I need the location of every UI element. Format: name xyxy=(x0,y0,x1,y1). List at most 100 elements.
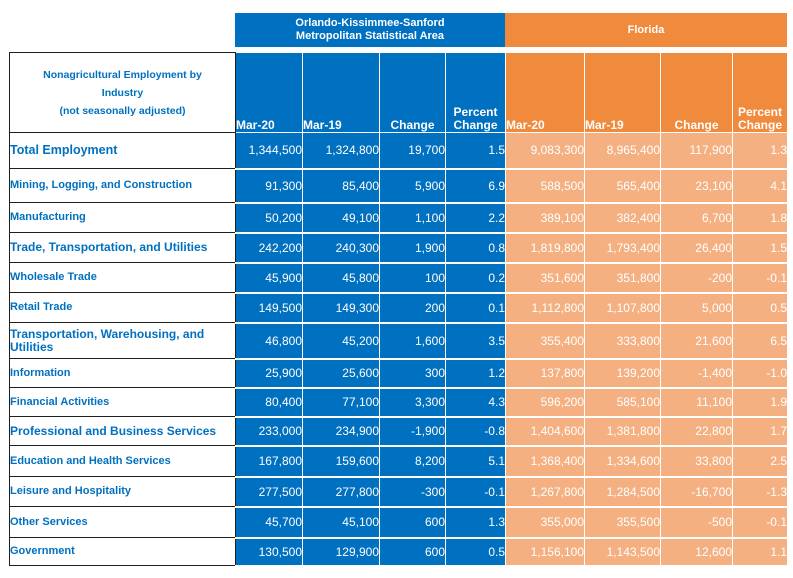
florida-mar20-value: 588,500 xyxy=(505,168,585,204)
orlando-mar20-value: 149,500 xyxy=(235,292,303,324)
florida-mar19-value: 382,400 xyxy=(584,202,661,234)
florida-header-label: Florida xyxy=(627,23,665,36)
florida-mar20-value: 9,083,300 xyxy=(505,132,585,170)
orlando-percent-value: 5.1 xyxy=(445,445,506,478)
orlando-percent-value: 0.8 xyxy=(445,232,506,264)
orlando-mar20-value: 1,344,500 xyxy=(235,132,303,170)
florida-mar19-value: 1,143,500 xyxy=(584,537,661,567)
orlando-mar20-value: 277,500 xyxy=(235,476,303,508)
florida-mar19-value: 565,400 xyxy=(584,168,661,204)
orlando-change-value: -1,900 xyxy=(379,416,446,447)
orlando-mar19-value: 49,100 xyxy=(302,202,380,234)
florida-change-value: -200 xyxy=(660,262,733,294)
orlando-mar20-value: 25,900 xyxy=(235,358,303,389)
florida-mar19-value: 1,381,800 xyxy=(584,416,661,447)
florida-percent-line1: Percent xyxy=(737,105,783,119)
orlando-percent-value: 1.5 xyxy=(445,132,506,170)
row-label: Education and Health Services xyxy=(9,445,236,477)
florida-change-value: 117,900 xyxy=(660,132,733,170)
row-label: Financial Activities xyxy=(9,387,236,417)
orlando-percent-value: 0.5 xyxy=(445,537,506,567)
industry-header-line2: Industry xyxy=(101,86,144,99)
row-label: Government xyxy=(9,537,236,566)
florida-mar19-value: 585,100 xyxy=(584,387,661,418)
orlando-msa-header: Orlando-Kissimmee-Sanford Metropolitan S… xyxy=(235,13,505,47)
table-row: Mining, Logging, and Construction 91,300… xyxy=(9,168,788,204)
orlando-mar19-value: 240,300 xyxy=(302,232,380,264)
orlando-percent-line2: Change xyxy=(453,118,498,132)
florida-mar20-value: 355,000 xyxy=(505,506,585,539)
orlando-mar19-value: 149,300 xyxy=(302,292,380,324)
orlando-percent-value: 4.3 xyxy=(445,387,506,418)
florida-mar20-value: 351,600 xyxy=(505,262,585,294)
orlando-change-value: 5,900 xyxy=(379,168,446,204)
orlando-percent-value: 6.9 xyxy=(445,168,506,204)
orlando-change-value: 8,200 xyxy=(379,445,446,478)
florida-mar19-value: 351,800 xyxy=(584,262,661,294)
florida-percent-value: 4.1 xyxy=(732,168,788,204)
orlando-mar19-value: 129,900 xyxy=(302,537,380,567)
industry-header-line1: Nonagricultural Employment by xyxy=(43,68,202,81)
row-label: Information xyxy=(9,358,236,388)
row-label: Retail Trade xyxy=(9,292,236,323)
orlando-change-value: 200 xyxy=(379,292,446,324)
table-row: Information 25,900 25,600 300 1.2 137,80… xyxy=(9,358,788,389)
orlando-mar19-value: 85,400 xyxy=(302,168,380,204)
florida-header: Florida xyxy=(505,13,787,47)
florida-change-value: -500 xyxy=(660,506,733,539)
florida-mar20-value: 1,112,800 xyxy=(505,292,585,324)
orlando-msa-header-line1: Orlando-Kissimmee-Sanford xyxy=(295,17,445,29)
orlando-percent-value: 1.3 xyxy=(445,506,506,539)
orlando-change-value: -300 xyxy=(379,476,446,508)
florida-percent-value: 1.7 xyxy=(732,416,788,447)
florida-mar20-value: 1,819,800 xyxy=(505,232,585,264)
table-row: Trade, Transportation, and Utilities 242… xyxy=(9,232,788,264)
florida-mar19-value: 1,793,400 xyxy=(584,232,661,264)
orlando-mar19-value: 1,324,800 xyxy=(302,132,380,170)
florida-percent-value: -1.0 xyxy=(732,358,788,389)
row-label: Other Services xyxy=(9,506,236,538)
orlando-percent-value: 0.1 xyxy=(445,292,506,324)
florida-change-value: 21,600 xyxy=(660,322,733,360)
orlando-mar20-value: 45,900 xyxy=(235,262,303,294)
florida-change-value: 23,100 xyxy=(660,168,733,204)
table-row: Professional and Business Services 233,0… xyxy=(9,416,788,447)
orlando-mar20-value: 46,800 xyxy=(235,322,303,360)
orlando-percent-value: 1.2 xyxy=(445,358,506,389)
orlando-mar20-value: 233,000 xyxy=(235,416,303,447)
florida-percent-value: -0.1 xyxy=(732,262,788,294)
florida-change-header: Change xyxy=(660,52,733,133)
florida-mar19-value: 1,107,800 xyxy=(584,292,661,324)
orlando-mar19-value: 45,100 xyxy=(302,506,380,539)
florida-mar20-value: 1,156,100 xyxy=(505,537,585,567)
industry-header-line3: (not seasonally adjusted) xyxy=(59,104,186,117)
table-row: Financial Activities 80,400 77,100 3,300… xyxy=(9,387,788,418)
orlando-mar19-value: 159,600 xyxy=(302,445,380,478)
orlando-change-value: 600 xyxy=(379,506,446,539)
florida-percent-value: 1.5 xyxy=(732,232,788,264)
row-label: Trade, Transportation, and Utilities xyxy=(9,232,236,263)
florida-mar20-value: 389,100 xyxy=(505,202,585,234)
orlando-percent-value: 3.5 xyxy=(445,322,506,360)
florida-mar19-value: 139,200 xyxy=(584,358,661,389)
florida-percent-value: 0.5 xyxy=(732,292,788,324)
florida-mar19-value: 333,800 xyxy=(584,322,661,360)
orlando-change-value: 100 xyxy=(379,262,446,294)
orlando-mar19-header: Mar-19 xyxy=(302,52,380,133)
orlando-mar20-value: 91,300 xyxy=(235,168,303,204)
florida-mar19-value: 8,965,400 xyxy=(584,132,661,170)
orlando-change-value: 19,700 xyxy=(379,132,446,170)
florida-percent-value: 1.9 xyxy=(732,387,788,418)
florida-change-value: 33,800 xyxy=(660,445,733,478)
florida-change-value: 22,800 xyxy=(660,416,733,447)
table-row: Transportation, Warehousing, and Utiliti… xyxy=(9,322,788,360)
florida-change-value: 11,100 xyxy=(660,387,733,418)
orlando-percent-value: -0.8 xyxy=(445,416,506,447)
florida-mar20-value: 596,200 xyxy=(505,387,585,418)
florida-percent-value: 1.1 xyxy=(732,537,788,567)
table-row: Manufacturing 50,200 49,100 1,100 2.2 38… xyxy=(9,202,788,234)
orlando-change-value: 600 xyxy=(379,537,446,567)
orlando-change-value: 1,600 xyxy=(379,322,446,360)
orlando-percent-value: -0.1 xyxy=(445,476,506,508)
table-row: Other Services 45,700 45,100 600 1.3 355… xyxy=(9,506,788,539)
